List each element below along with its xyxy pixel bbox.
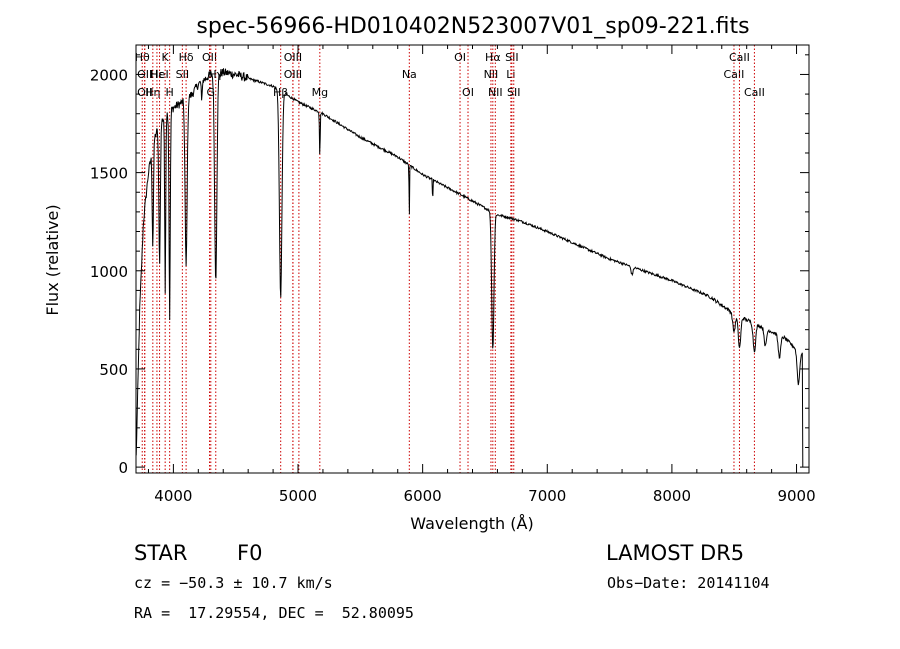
x-axis: 4000 5000 6000 7000 8000 9000 xyxy=(147,45,816,505)
x-tick-label: 9000 xyxy=(777,487,815,505)
line-marker-label: OII xyxy=(137,86,152,99)
line-marker-label: HeI xyxy=(150,68,168,81)
line-marker-label: Mg xyxy=(312,86,328,99)
line-marker-label: OI xyxy=(454,51,466,64)
line-marker-label: OI xyxy=(462,86,474,99)
line-marker-label: NII xyxy=(488,86,503,99)
redshift-velocity: cz = −50.3 ± 10.7 km/s xyxy=(134,574,333,592)
line-marker-label: Hε xyxy=(150,68,164,81)
y-axis: 0 500 1000 1500 2000 xyxy=(90,54,809,477)
x-tick-label: 8000 xyxy=(653,487,691,505)
line-marker-label: SII xyxy=(507,86,520,99)
line-marker-label: OIII xyxy=(284,68,302,81)
spectrum-series-line xyxy=(135,68,804,468)
line-marker-label: K xyxy=(162,51,170,64)
line-marker-label: Hη xyxy=(145,86,160,99)
y-tick-label: 1000 xyxy=(90,263,128,281)
x-tick-label: 7000 xyxy=(528,487,566,505)
object-class: STAR xyxy=(134,541,188,565)
chart-title: spec-56966-HD010402N523007V01_sp09-221.f… xyxy=(196,14,749,39)
line-marker-label: CaII xyxy=(744,86,765,99)
line-marker-label: Hα xyxy=(485,51,501,64)
y-tick-label: 1500 xyxy=(90,165,128,183)
survey-name: LAMOST DR5 xyxy=(606,541,745,565)
plot-frame xyxy=(135,44,810,474)
line-marker-label: NII xyxy=(484,68,499,81)
y-tick-label: 2000 xyxy=(90,66,128,84)
coordinates: RA = 17.29554, DEC = 52.80095 xyxy=(134,604,414,622)
line-marker-label: OII xyxy=(202,51,217,64)
line-marker-label: G xyxy=(207,86,216,99)
line-marker-label: Hδ xyxy=(179,51,194,64)
x-tick-label: 4000 xyxy=(154,487,192,505)
x-axis-label: Wavelength (Å) xyxy=(410,514,533,533)
x-tick-label: 5000 xyxy=(279,487,317,505)
x-tick-label: 6000 xyxy=(404,487,442,505)
line-marker-label: OIII xyxy=(284,51,302,64)
y-tick-label: 0 xyxy=(118,459,128,477)
line-marker-label: SII xyxy=(505,51,518,64)
line-marker-label: CaII xyxy=(729,51,750,64)
line-marker-label: Li xyxy=(506,68,515,81)
line-marker-label: SII xyxy=(176,68,189,81)
y-axis-label: Flux (relative) xyxy=(43,204,62,315)
observation-date: Obs−Date: 20141104 xyxy=(607,574,770,592)
line-marker-label: Hθ xyxy=(135,51,150,64)
line-marker-label: H xyxy=(166,86,174,99)
line-marker-label: CaII xyxy=(724,68,745,81)
line-marker-label: Na xyxy=(402,68,417,81)
y-tick-label: 500 xyxy=(99,361,128,379)
object-subclass: F0 xyxy=(237,541,263,565)
